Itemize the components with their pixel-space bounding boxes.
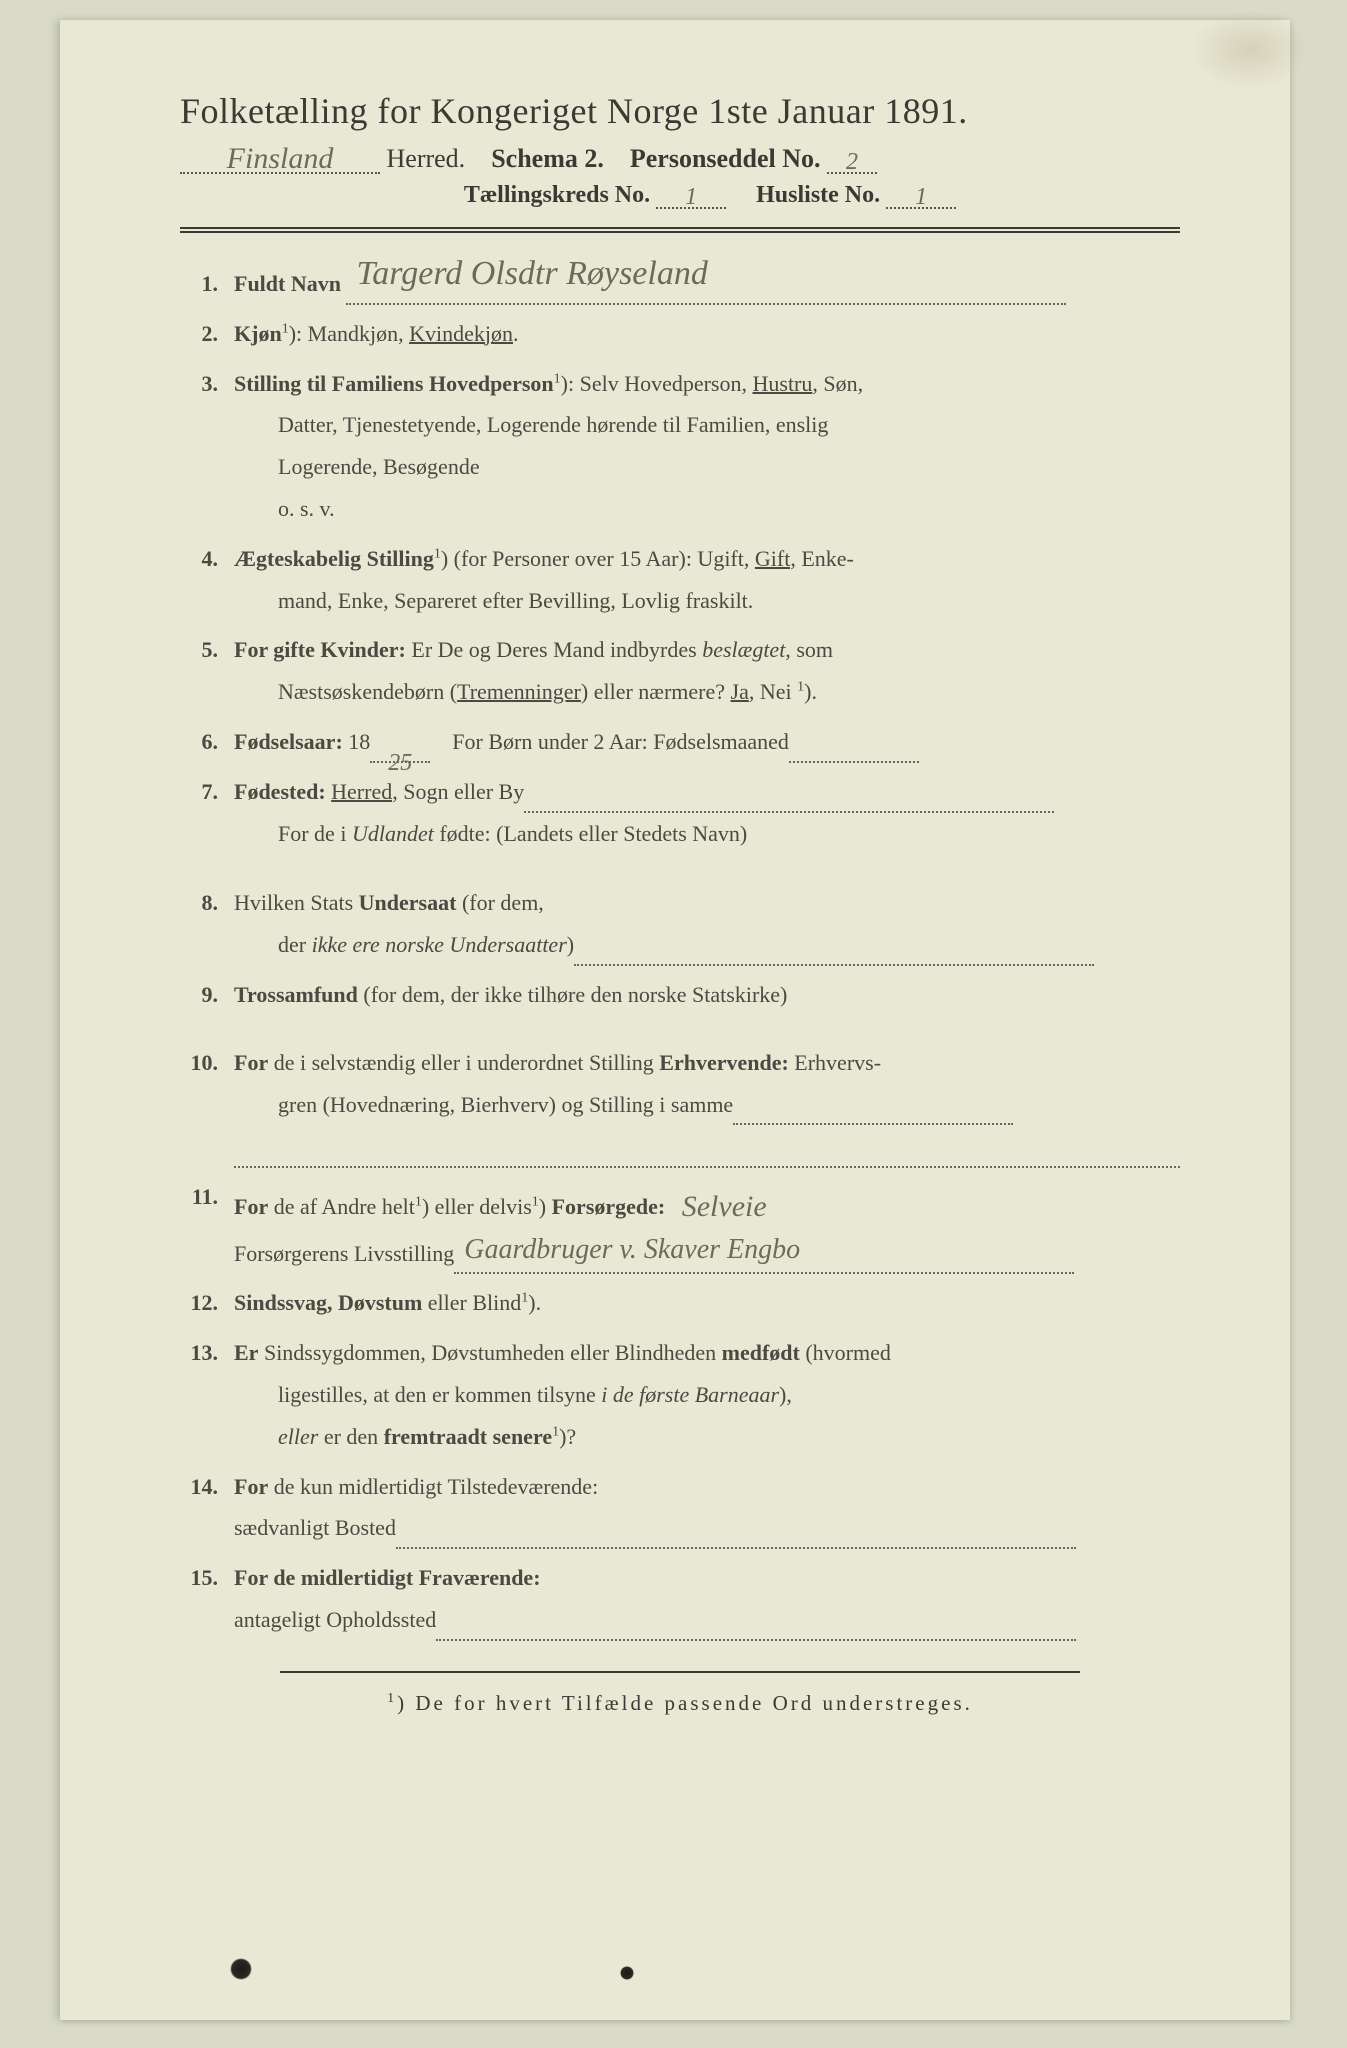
item-11-body: For de af Andre helt1) eller delvis1) Fo… bbox=[234, 1176, 1180, 1275]
form-subtitle-1: Finsland Herred. Schema 2. Personseddel … bbox=[180, 142, 1180, 174]
item-5-body: For gifte Kvinder: Er De og Deres Mand i… bbox=[234, 629, 1180, 713]
item-12-body: Sindssvag, Døvstum eller Blind1). bbox=[234, 1282, 1180, 1324]
item-3-num: 3. bbox=[180, 363, 234, 530]
item-9-body: Trossamfund (for dem, der ikke tilhøre d… bbox=[234, 974, 1180, 1016]
form-subtitle-2: Tællingskreds No. 1 Husliste No. 1 bbox=[180, 182, 1180, 209]
item-12-num: 12. bbox=[180, 1282, 234, 1324]
footer-rule bbox=[280, 1671, 1080, 1673]
kreds-no-handwritten: 1 bbox=[685, 185, 697, 209]
item-4-label: Ægteskabelig Stilling bbox=[234, 546, 434, 571]
item-9-num: 9. bbox=[180, 974, 234, 1016]
item-3-label: Stilling til Familiens Hovedperson bbox=[234, 371, 554, 396]
item-6-label: Fødselsaar: bbox=[234, 729, 343, 754]
hole-punch-left bbox=[230, 1958, 252, 1980]
item-7-label: Fødested: bbox=[234, 779, 326, 804]
item-2-num: 2. bbox=[180, 313, 234, 355]
item-4-num: 4. bbox=[180, 538, 234, 622]
item-10-num: 10. bbox=[180, 1042, 234, 1168]
item-12: 12. Sindssvag, Døvstum eller Blind1). bbox=[180, 1282, 1180, 1324]
item-4-body: Ægteskabelig Stilling1) (for Personer ov… bbox=[234, 538, 1180, 622]
personseddel-label: Personseddel No. bbox=[630, 144, 821, 173]
item-7-num: 7. bbox=[180, 771, 234, 855]
item-13: 13. Er Sindssygdommen, Døvstumheden elle… bbox=[180, 1332, 1180, 1457]
item-6-num: 6. bbox=[180, 721, 234, 763]
item-10: 10. For de i selvstændig eller i underor… bbox=[180, 1042, 1180, 1168]
item-14-body: For de kun midlertidigt Tilstedeværende:… bbox=[234, 1466, 1180, 1550]
item-1: 1. Fuldt Navn Targerd Olsdtr Røyseland bbox=[180, 263, 1180, 305]
form-items: 1. Fuldt Navn Targerd Olsdtr Røyseland 2… bbox=[180, 263, 1180, 1641]
schema-label: Schema 2. bbox=[491, 144, 604, 173]
footnote: 1) De for hvert Tilfælde passende Ord un… bbox=[180, 1691, 1180, 1716]
paper-smudge bbox=[1190, 10, 1310, 90]
personseddel-no-handwritten: 2 bbox=[846, 150, 858, 174]
item-15: 15. For de midlertidigt Fraværende: anta… bbox=[180, 1557, 1180, 1641]
item-5: 5. For gifte Kvinder: Er De og Deres Man… bbox=[180, 629, 1180, 713]
item-11-num: 11. bbox=[180, 1176, 234, 1275]
item-3: 3. Stilling til Familiens Hovedperson1):… bbox=[180, 363, 1180, 530]
item-8-num: 8. bbox=[180, 882, 234, 966]
item-13-num: 13. bbox=[180, 1332, 234, 1457]
item-6: 6. Fødselsaar: 1825 For Børn under 2 Aar… bbox=[180, 721, 1180, 763]
item-9: 9. Trossamfund (for dem, der ikke tilhør… bbox=[180, 974, 1180, 1016]
husliste-label: Husliste No. bbox=[756, 182, 880, 208]
item-2-label: Kjøn bbox=[234, 321, 282, 346]
item-8: 8. Hvilken Stats Undersaat (for dem, der… bbox=[180, 882, 1180, 966]
item-12-label: Sindssvag, Døvstum bbox=[234, 1290, 422, 1315]
item-7-body: Fødested: Herred, Sogn eller By For de i… bbox=[234, 771, 1180, 855]
item-7: 7. Fødested: Herred, Sogn eller By For d… bbox=[180, 771, 1180, 855]
item-1-label: Fuldt Navn bbox=[234, 271, 341, 296]
item-2: 2. Kjøn1): Mandkjøn, Kvindekjøn. bbox=[180, 313, 1180, 355]
item-9-label: Trossamfund bbox=[234, 982, 358, 1007]
item-5-label: For gifte Kvinder: bbox=[234, 637, 406, 662]
item-11-hw2: Gaardbruger v. Skaver Engbo bbox=[464, 1223, 800, 1276]
herred-label: Herred. bbox=[387, 144, 466, 173]
item-14-num: 14. bbox=[180, 1466, 234, 1550]
item-3-body: Stilling til Familiens Hovedperson1): Se… bbox=[234, 363, 1180, 530]
item-11: 11. For de af Andre helt1) eller delvis1… bbox=[180, 1176, 1180, 1275]
item-2-underlined: Kvindekjøn bbox=[409, 321, 513, 346]
item-15-body: For de midlertidigt Fraværende: antageli… bbox=[234, 1557, 1180, 1641]
item-15-num: 15. bbox=[180, 1557, 234, 1641]
item-1-num: 1. bbox=[180, 263, 234, 305]
item-6-year-handwritten: 25 bbox=[388, 741, 412, 787]
item-5-num: 5. bbox=[180, 629, 234, 713]
item-14: 14. For de kun midlertidigt Tilstedevære… bbox=[180, 1466, 1180, 1550]
form-title: Folketælling for Kongeriget Norge 1ste J… bbox=[180, 90, 1180, 132]
item-6-body: Fødselsaar: 1825 For Børn under 2 Aar: F… bbox=[234, 721, 1180, 763]
kreds-label: Tællingskreds No. bbox=[464, 182, 650, 208]
husliste-no-handwritten: 1 bbox=[915, 185, 927, 209]
item-13-body: Er Sindssygdommen, Døvstumheden eller Bl… bbox=[234, 1332, 1180, 1457]
item-8-body: Hvilken Stats Undersaat (for dem, der ik… bbox=[234, 882, 1180, 966]
item-2-body: Kjøn1): Mandkjøn, Kvindekjøn. bbox=[234, 313, 1180, 355]
herred-handwritten: Finsland bbox=[227, 144, 334, 174]
item-10-body: For de i selvstændig eller i underordnet… bbox=[234, 1042, 1180, 1168]
census-form-paper: Folketælling for Kongeriget Norge 1ste J… bbox=[60, 20, 1290, 2020]
item-1-handwritten: Targerd Olsdtr Røyseland bbox=[356, 242, 707, 307]
item-1-body: Fuldt Navn Targerd Olsdtr Røyseland bbox=[234, 263, 1180, 305]
hole-punch-center bbox=[620, 1966, 634, 1980]
header-rule bbox=[180, 227, 1180, 233]
item-4: 4. Ægteskabelig Stilling1) (for Personer… bbox=[180, 538, 1180, 622]
